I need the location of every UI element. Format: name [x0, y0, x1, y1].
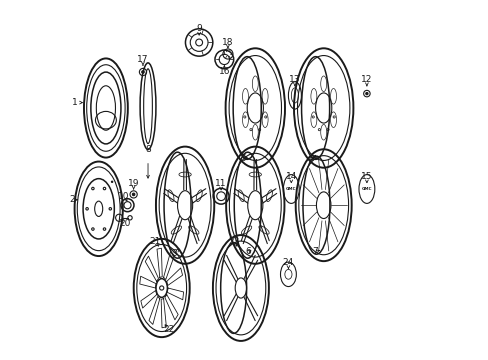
- Text: 6: 6: [244, 247, 250, 256]
- Circle shape: [365, 93, 367, 95]
- Text: 11: 11: [215, 179, 226, 188]
- Circle shape: [132, 193, 135, 196]
- Text: 12: 12: [361, 75, 372, 84]
- Text: 7: 7: [311, 247, 317, 256]
- Text: 14: 14: [285, 172, 296, 181]
- Text: 1: 1: [72, 98, 77, 107]
- Text: 23: 23: [228, 238, 240, 247]
- Text: GMC: GMC: [361, 187, 371, 191]
- Text: 19: 19: [127, 179, 139, 188]
- Text: 8: 8: [145, 145, 151, 154]
- Ellipse shape: [156, 279, 167, 297]
- Text: 16: 16: [218, 68, 230, 77]
- Text: 20: 20: [119, 219, 130, 228]
- Text: 22: 22: [163, 325, 174, 334]
- Text: 24: 24: [282, 258, 293, 267]
- Text: GMC: GMC: [285, 187, 296, 191]
- Text: 21: 21: [149, 238, 161, 247]
- Text: 3: 3: [171, 249, 177, 258]
- Text: 10: 10: [118, 192, 129, 201]
- Circle shape: [142, 71, 144, 73]
- Text: 9: 9: [196, 23, 202, 32]
- Text: 2: 2: [69, 195, 74, 204]
- Text: 15: 15: [361, 172, 372, 181]
- Text: 13: 13: [288, 75, 300, 84]
- Text: 17: 17: [137, 55, 148, 64]
- Text: 5: 5: [239, 154, 245, 163]
- Text: 18: 18: [222, 38, 233, 47]
- Text: 4: 4: [307, 154, 313, 163]
